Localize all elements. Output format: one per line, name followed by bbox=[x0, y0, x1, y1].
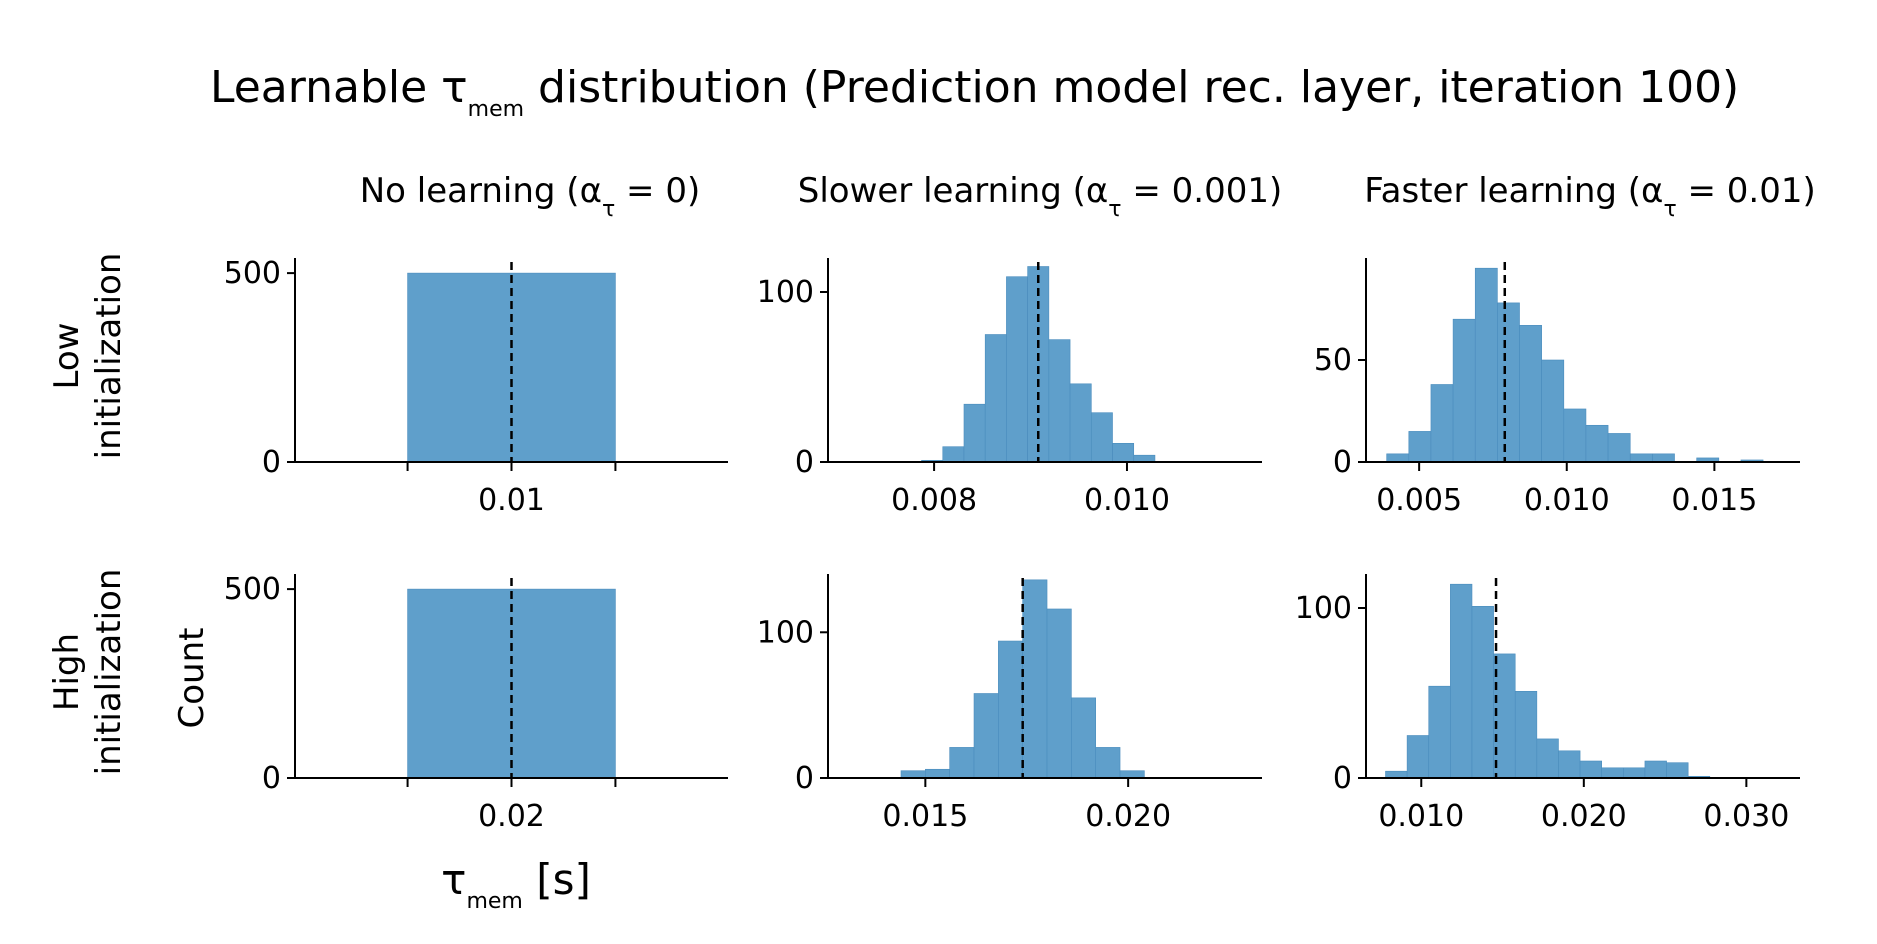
column-titles: No learning (ατ = 0) Slower learning (ατ … bbox=[360, 171, 1816, 222]
y-tick-label: 0 bbox=[1333, 445, 1352, 480]
histogram-bar bbox=[1406, 735, 1430, 779]
y-tick-label: 500 bbox=[224, 256, 281, 291]
histogram-bar bbox=[1497, 302, 1520, 463]
histogram-bar bbox=[1408, 431, 1432, 463]
y-tick-label: 50 bbox=[1314, 343, 1352, 378]
x-tick-label: 0.005 bbox=[1376, 483, 1462, 518]
histogram-bar bbox=[1558, 750, 1581, 779]
y-axis-label: Count bbox=[172, 628, 212, 729]
histogram-bar bbox=[1601, 767, 1624, 779]
histogram-bar bbox=[949, 747, 975, 779]
histogram-bar bbox=[1471, 605, 1494, 779]
x-tick-label: 0.02 bbox=[478, 799, 545, 834]
histogram-bar bbox=[1666, 762, 1689, 779]
x-tick-label: 0.010 bbox=[1084, 483, 1170, 518]
histogram-bar bbox=[1474, 267, 1498, 463]
figure-title: Learnable τmem distribution (Prediction … bbox=[210, 62, 1739, 122]
histogram-bar bbox=[1428, 685, 1451, 779]
row-label-2: Highinitialization bbox=[47, 569, 129, 776]
column-title-3: Faster learning (ατ = 0.01) bbox=[1364, 171, 1816, 222]
panel-r2-c3: 0 100 0.010 0.020 0.030 bbox=[1295, 574, 1800, 834]
histogram-bar bbox=[1386, 453, 1410, 463]
row-labels: Lowinitialization Highinitialization bbox=[47, 253, 129, 776]
histogram-bar bbox=[1095, 747, 1121, 779]
histogram-bar bbox=[1519, 325, 1542, 463]
x-tick-label: 0.01 bbox=[478, 483, 545, 518]
panel-r1-c2: 0 100 0.008 0.010 bbox=[757, 258, 1262, 518]
x-axis-label: τmem [s] bbox=[441, 855, 591, 914]
x-tick-label: 0.015 bbox=[1671, 483, 1757, 518]
histogram-bar bbox=[1048, 339, 1071, 463]
panel-r1-c3: 0 50 0.005 0.010 0.015 bbox=[1314, 258, 1800, 518]
histogram-bar bbox=[1563, 408, 1587, 463]
histogram-bar bbox=[1022, 579, 1048, 779]
y-tick-label: 100 bbox=[757, 615, 814, 650]
histogram-bar bbox=[1514, 690, 1538, 779]
histogram-bar bbox=[1541, 359, 1565, 463]
y-tick-label: 100 bbox=[757, 275, 814, 310]
x-tick-label: 0.020 bbox=[1085, 799, 1171, 834]
histogram-bar bbox=[1652, 453, 1675, 463]
histogram-bar bbox=[1112, 442, 1135, 463]
x-tick-label: 0.010 bbox=[1378, 799, 1464, 834]
histogram-bar bbox=[1090, 412, 1113, 463]
y-tick-label: 0 bbox=[795, 761, 814, 796]
histogram-bar bbox=[1133, 454, 1156, 463]
histogram-bar bbox=[998, 640, 1023, 779]
histogram-bar bbox=[1385, 770, 1408, 779]
histogram-bar bbox=[1006, 276, 1028, 463]
histogram-bar bbox=[942, 446, 965, 463]
histogram-bar bbox=[900, 770, 926, 779]
y-tick-label: 0 bbox=[262, 445, 281, 480]
histogram-bar bbox=[1069, 383, 1092, 463]
histogram-bar bbox=[1585, 424, 1609, 463]
y-tick-label: 0 bbox=[795, 445, 814, 480]
histogram-bar bbox=[973, 693, 999, 779]
histogram-bar bbox=[925, 768, 950, 779]
column-title-1: No learning (ατ = 0) bbox=[360, 171, 700, 222]
row-label-1: Lowinitialization bbox=[47, 253, 129, 460]
histogram-bar bbox=[1430, 384, 1454, 463]
y-tick-label: 0 bbox=[1333, 761, 1352, 796]
histogram-bar bbox=[1046, 608, 1072, 779]
histogram-bar bbox=[1579, 760, 1602, 779]
histogram-bar bbox=[963, 403, 986, 463]
x-tick-label: 0.020 bbox=[1541, 799, 1627, 834]
column-title-2: Slower learning (ατ = 0.001) bbox=[798, 171, 1283, 222]
histogram-bar bbox=[1607, 433, 1631, 463]
histogram-bar bbox=[984, 334, 1007, 463]
x-tick-label: 0.010 bbox=[1524, 483, 1610, 518]
histogram-bar bbox=[1629, 453, 1653, 463]
histogram-bar bbox=[1536, 738, 1559, 779]
histogram-bar bbox=[1071, 697, 1096, 779]
histogram-bar bbox=[1119, 770, 1145, 779]
histogram-bar bbox=[1450, 583, 1473, 779]
histogram-bar bbox=[1452, 318, 1476, 463]
panel-r1-c1: 0 500 0.01 bbox=[224, 256, 728, 518]
x-tick-label: 0.030 bbox=[1703, 799, 1789, 834]
panel-r2-c1: 0 500 0.02 bbox=[224, 572, 728, 834]
y-tick-label: 0 bbox=[262, 761, 281, 796]
x-tick-label: 0.015 bbox=[882, 799, 968, 834]
x-tick-label: 0.008 bbox=[891, 483, 977, 518]
histogram-bar bbox=[1644, 760, 1667, 779]
y-tick-label: 100 bbox=[1295, 591, 1352, 626]
y-tick-label: 500 bbox=[224, 572, 281, 607]
histogram-bar bbox=[1623, 767, 1646, 779]
panel-r2-c2: 0 100 0.015 0.020 bbox=[757, 574, 1262, 834]
